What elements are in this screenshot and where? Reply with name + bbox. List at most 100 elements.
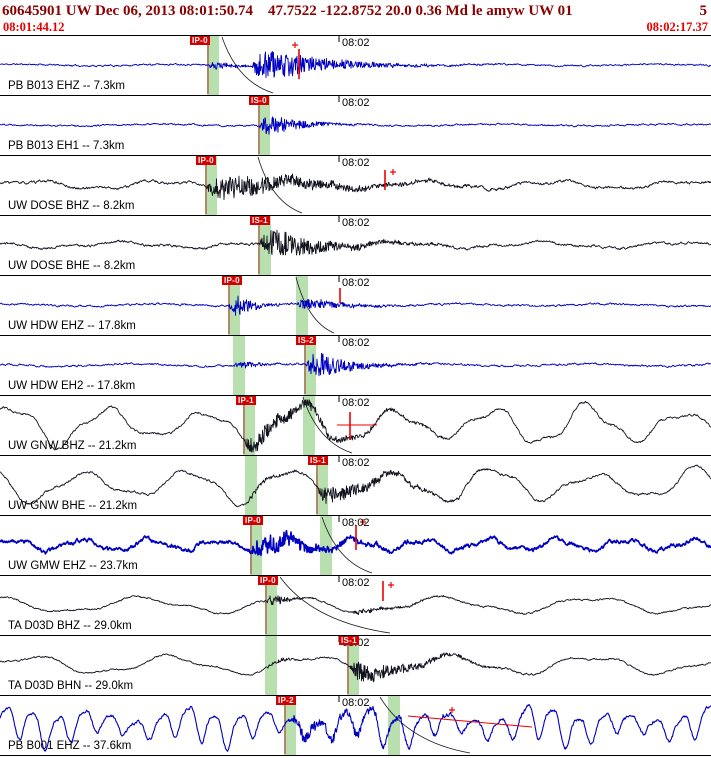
station-label: UW DOSE BHZ -- 8.2km xyxy=(8,200,135,212)
pick-uncertainty-band[interactable] xyxy=(205,156,217,215)
event-summary-line: 60645901 UW Dec 06, 2013 08:01:50.74 47.… xyxy=(0,0,711,20)
pick-uncertainty-band[interactable] xyxy=(233,336,245,395)
waveform-plot[interactable] xyxy=(0,635,711,695)
waveform-plot[interactable] xyxy=(0,335,711,395)
pick-uncertainty-band[interactable] xyxy=(320,516,332,575)
station-label: UW DOSE BHE -- 8.2km xyxy=(8,260,136,272)
time-tick-label: 08:02 xyxy=(342,337,370,349)
station-label: PB B013 EHZ -- 7.3km xyxy=(8,80,125,92)
trace-panel-5: IP-0 08:02 UW HDW EHZ -- 17.8km xyxy=(0,275,711,335)
phase-pick-label[interactable]: IP-0 xyxy=(243,516,263,525)
pick-uncertainty-band[interactable] xyxy=(347,636,359,695)
waveform-plot[interactable] xyxy=(0,455,711,515)
seismogram-trace[interactable] xyxy=(0,352,711,377)
station-label: UW GNW BHZ -- 21.2km xyxy=(8,440,137,452)
trace-panel-1: IP-0 08:02 PB B013 EHZ -- 7.3km xyxy=(0,35,711,95)
phase-pick-label[interactable]: IS-1 xyxy=(339,636,359,645)
seismogram-trace[interactable] xyxy=(0,51,711,79)
phase-pick-label[interactable]: IS-1 xyxy=(308,456,328,465)
window-start-time: 08:01:44.12 xyxy=(3,20,65,34)
seismogram-trace[interactable] xyxy=(0,703,711,752)
cross-marker[interactable] xyxy=(388,582,394,588)
station-label: PB B013 EH1 -- 7.3km xyxy=(8,140,125,152)
pick-uncertainty-band[interactable] xyxy=(296,276,308,335)
seismogram-trace[interactable] xyxy=(0,652,711,683)
phase-pick-label[interactable]: IP-0 xyxy=(190,36,210,45)
coda-decay-curve xyxy=(321,516,373,574)
coda-decay-curve xyxy=(379,696,471,754)
coda-decay-curve xyxy=(257,156,303,214)
time-tick-label: 08:02 xyxy=(342,277,370,289)
station-label: UW HDW EH2 -- 17.8km xyxy=(8,380,136,392)
trace-panel-9: IP-0 08:02 UW GMW EHZ -- 23.7km xyxy=(0,515,711,575)
waveform-plot[interactable] xyxy=(0,395,711,455)
phase-pick-label[interactable]: IP-0 xyxy=(222,276,242,285)
seismogram-trace[interactable] xyxy=(0,229,711,256)
trace-panel-3: IP-0 08:02 UW DOSE BHZ -- 8.2km xyxy=(0,155,711,215)
phase-pick-label[interactable]: IS-2 xyxy=(296,336,316,345)
pick-uncertainty-band[interactable] xyxy=(228,276,240,335)
pick-uncertainty-band[interactable] xyxy=(243,396,255,455)
phase-pick-label[interactable]: IP-1 xyxy=(236,396,256,405)
time-window-bar: 08:01:44.12 08:02:17.37 xyxy=(0,20,711,35)
trace-list: IP-0 08:02 PB B013 EHZ -- 7.3km IS-0 08:… xyxy=(0,35,711,756)
cross-marker[interactable] xyxy=(449,707,455,713)
cross-marker[interactable] xyxy=(360,519,366,525)
waveform-plot[interactable] xyxy=(0,275,711,335)
seismogram-trace[interactable] xyxy=(0,464,711,508)
waveform-plot[interactable] xyxy=(0,695,711,755)
seismogram-trace[interactable] xyxy=(0,173,711,201)
cross-marker[interactable] xyxy=(292,42,298,48)
trace-panel-4: IS-1 08:02 UW DOSE BHE -- 8.2km xyxy=(0,215,711,275)
seismogram-trace[interactable] xyxy=(0,399,711,453)
pick-uncertainty-band[interactable] xyxy=(388,696,400,755)
station-label: TA D03D BHN -- 29.0km xyxy=(8,680,134,692)
waveform-plot[interactable] xyxy=(0,215,711,275)
seismogram-trace[interactable] xyxy=(0,295,711,316)
phase-pick-label[interactable]: IS-0 xyxy=(249,96,269,105)
event-summary-right: 5 xyxy=(699,3,708,19)
time-tick-label: 08:02 xyxy=(342,157,370,169)
pick-uncertainty-band[interactable] xyxy=(245,456,257,515)
event-summary-left: 60645901 UW Dec 06, 2013 08:01:50.74 47.… xyxy=(2,3,573,19)
station-label: UW HDW EHZ -- 17.8km xyxy=(8,320,136,332)
header: 60645901 UW Dec 06, 2013 08:01:50.74 47.… xyxy=(0,0,711,35)
time-tick-label: 08:02 xyxy=(342,457,370,469)
time-tick-label: 08:02 xyxy=(342,97,370,109)
pick-uncertainty-band[interactable] xyxy=(303,396,315,455)
pick-uncertainty-band[interactable] xyxy=(265,576,277,635)
pick-uncertainty-band[interactable] xyxy=(284,696,296,755)
cross-marker[interactable] xyxy=(390,169,396,175)
phase-pick-label[interactable]: IP-0 xyxy=(258,576,278,585)
station-label: UW GNW BHE -- 21.2km xyxy=(8,500,138,512)
pick-uncertainty-band[interactable] xyxy=(316,456,328,515)
trace-panel-8: IS-1 08:02 UW GNW BHE -- 21.2km xyxy=(0,455,711,515)
coda-decay-curve xyxy=(279,576,391,634)
trace-panel-2: IS-0 08:02 PB B013 EH1 -- 7.3km xyxy=(0,95,711,155)
waveform-plot[interactable] xyxy=(0,95,711,155)
phase-pick-label[interactable]: IP-0 xyxy=(196,156,216,165)
waveform-plot[interactable] xyxy=(0,155,711,215)
time-tick-label: 08:02 xyxy=(342,517,370,529)
trace-panel-11: IS-1 08:02 TA D03D BHN -- 29.0km xyxy=(0,635,711,695)
coda-decay-curve xyxy=(302,396,353,454)
coda-duration-line[interactable] xyxy=(407,715,533,728)
seismogram-trace[interactable] xyxy=(0,116,711,135)
station-label: UW GMW EHZ -- 23.7km xyxy=(8,560,138,572)
phase-pick-label[interactable]: IS-1 xyxy=(250,216,270,225)
time-tick-label: 08:02 xyxy=(342,37,370,49)
waveform-plot[interactable] xyxy=(0,515,711,575)
waveform-plot[interactable] xyxy=(0,575,711,635)
seismogram-trace[interactable] xyxy=(0,595,711,615)
trace-panel-7: IP-1 08:02 UW GNW BHZ -- 21.2km xyxy=(0,395,711,455)
time-tick-label: 08:02 xyxy=(342,577,370,589)
time-tick-label: 08:02 xyxy=(342,217,370,229)
time-tick-label: 08:02 xyxy=(342,697,370,709)
coda-decay-curve xyxy=(295,276,335,334)
waveform-plot[interactable] xyxy=(0,35,711,95)
trace-panel-10: IP-0 08:02 TA D03D BHZ -- 29.0km xyxy=(0,575,711,635)
phase-pick-label[interactable]: IP-2 xyxy=(276,696,296,705)
station-label: PB B001 EHZ -- 37.6km xyxy=(8,740,132,752)
trace-panel-12: IP-2 08:02 PB B001 EHZ -- 37.6km xyxy=(0,695,711,755)
trace-panel-6: IS-2 08:02 UW HDW EH2 -- 17.8km xyxy=(0,335,711,395)
